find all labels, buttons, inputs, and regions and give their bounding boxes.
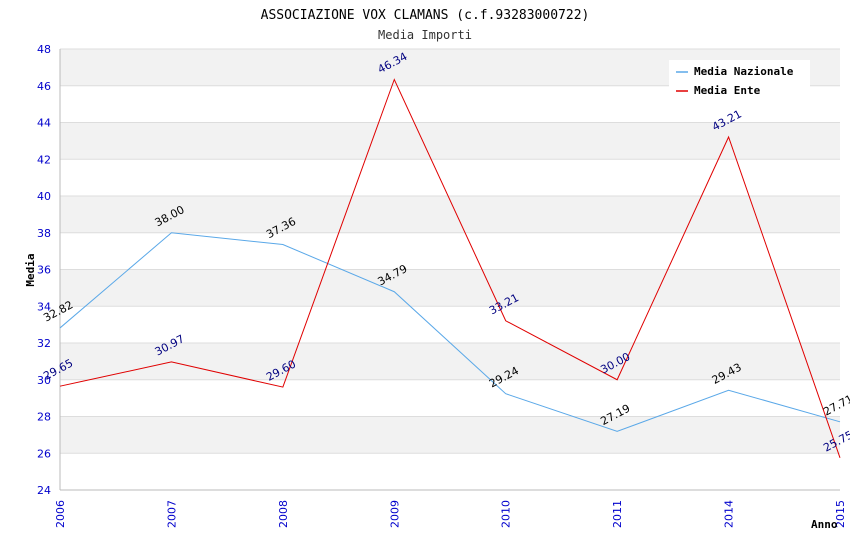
x-tick-label: 2006 bbox=[54, 500, 67, 528]
x-tick-labels: 2006 2007 2008 2009 2010 2011 2014 2015 bbox=[54, 500, 847, 528]
x-tick-label: 2011 bbox=[611, 500, 624, 528]
y-tick-label: 42 bbox=[37, 153, 51, 166]
x-tick-label: 2009 bbox=[388, 500, 401, 528]
y-tick-label: 40 bbox=[37, 190, 51, 203]
y-tick-label: 46 bbox=[37, 80, 51, 93]
y-tick-label: 36 bbox=[37, 264, 51, 277]
x-axis-label: Anno bbox=[811, 518, 838, 531]
y-axis-label: Media bbox=[24, 253, 37, 286]
x-tick-label: 2008 bbox=[277, 500, 290, 528]
x-tick-label: 2007 bbox=[165, 500, 178, 528]
series-line-ente bbox=[59, 78, 841, 459]
grid-band bbox=[60, 232, 840, 270]
grid-band bbox=[60, 453, 840, 490]
legend: Media Nazionale Media Ente bbox=[669, 60, 810, 102]
grid-band bbox=[60, 306, 840, 343]
y-tick-label: 44 bbox=[37, 117, 51, 130]
y-tick-label: 28 bbox=[37, 411, 51, 424]
grid-band bbox=[60, 269, 840, 307]
chart-title: ASSOCIAZIONE VOX CLAMANS (c.f.9328300072… bbox=[261, 8, 590, 23]
grid-bands bbox=[60, 49, 840, 490]
y-tick-label: 30 bbox=[37, 374, 51, 387]
y-tick-label: 34 bbox=[37, 300, 51, 313]
chart-subtitle: Media Importi bbox=[378, 28, 472, 42]
series-line-nazionale bbox=[59, 232, 841, 432]
y-tick-label: 24 bbox=[37, 484, 51, 497]
y-tick-label: 48 bbox=[37, 43, 51, 56]
grid-band bbox=[60, 379, 840, 417]
grid-band bbox=[60, 196, 840, 233]
y-tick-labels: 24 26 28 30 32 34 36 38 40 42 44 46 48 bbox=[37, 43, 51, 497]
grid-band bbox=[60, 343, 840, 380]
series-lines bbox=[59, 78, 841, 459]
legend-label-ente: Media Ente bbox=[694, 84, 761, 97]
legend-box bbox=[669, 60, 810, 102]
x-tick-label: 2014 bbox=[723, 500, 736, 528]
x-tick-label: 2010 bbox=[500, 500, 513, 528]
grid-band bbox=[60, 122, 840, 160]
grid-band bbox=[60, 159, 840, 196]
grid-band bbox=[60, 416, 840, 454]
y-tick-label: 38 bbox=[37, 227, 51, 240]
y-tick-label: 32 bbox=[37, 337, 51, 350]
legend-label-nazionale: Media Nazionale bbox=[694, 65, 794, 78]
y-tick-label: 26 bbox=[37, 447, 51, 460]
x-tick-label: 2015 bbox=[834, 500, 847, 528]
